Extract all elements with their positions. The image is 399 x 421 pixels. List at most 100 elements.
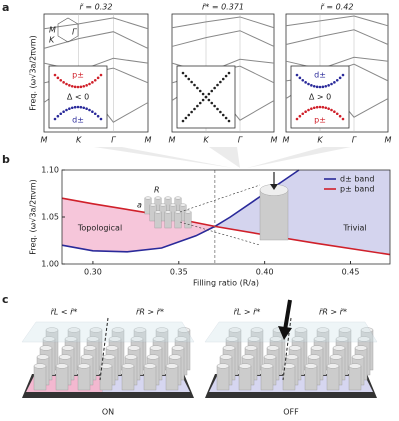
inset-dot [318, 85, 322, 89]
cylinder-top [144, 196, 152, 200]
cylinder-top [39, 345, 53, 351]
inset-dot [56, 114, 60, 118]
inset-dot [310, 107, 313, 110]
y-tick-label: 1.10 [41, 166, 59, 175]
inset-dot [321, 105, 325, 109]
inset-dot [295, 117, 299, 121]
cylinder-top [55, 363, 69, 369]
inset-dot [99, 73, 103, 77]
inset-dot [210, 89, 214, 93]
cylinder-top [282, 363, 296, 369]
cylinder-top [146, 354, 160, 360]
inset-dot [295, 73, 299, 77]
cylinder-top [133, 327, 147, 333]
inset-dot [330, 82, 333, 86]
cylinder-top [307, 354, 321, 360]
plot-frame [171, 13, 275, 133]
inset-dot [224, 74, 228, 78]
inset-dot [82, 106, 86, 110]
inset-frame [48, 65, 108, 129]
cylinder-body [348, 365, 362, 391]
inset-label: Δ > 0 [309, 93, 331, 102]
cylinder-top [102, 354, 116, 360]
inset-dot [88, 82, 91, 86]
plot-frame [43, 13, 149, 133]
cylinder-top [130, 336, 144, 342]
y-tick-label: 1.05 [41, 213, 59, 222]
cylinder-body [304, 365, 318, 391]
cylinder-top [285, 354, 299, 360]
cylinder-top [225, 336, 239, 342]
panel-label: b [2, 153, 10, 166]
cylinder-body [216, 365, 230, 391]
cylinder-top [121, 363, 135, 369]
cylinder-body [55, 365, 69, 391]
inset [176, 65, 236, 129]
x-tick-label: M [169, 136, 176, 145]
cylinder-top [149, 345, 163, 351]
cylinder-top [155, 327, 169, 333]
inset-dot [70, 106, 74, 110]
inset-dot [338, 114, 342, 118]
inset-dot [219, 80, 222, 84]
inset-label: p± [314, 116, 326, 125]
cylinder-top [348, 363, 362, 369]
panel-title: r̃* = 0.371 [202, 3, 244, 12]
inset-dot [79, 105, 83, 109]
condition-label: r̃R > r̃* [136, 308, 164, 317]
inset-dot [59, 78, 63, 82]
inset-dot [216, 83, 219, 87]
x-tick-label: 0.45 [342, 268, 360, 277]
cylinder-top [64, 336, 78, 342]
inset: p± Δ < 0 d± [48, 65, 108, 129]
cylinder-top [86, 336, 100, 342]
cylinder-top [184, 210, 192, 214]
inset-dot [310, 84, 313, 87]
inset-dot [335, 78, 339, 82]
x-tick-label: M [271, 136, 278, 145]
cylinder-top [164, 196, 172, 200]
x-tick-label: K [317, 136, 323, 145]
cylinder-body [154, 211, 162, 229]
inset-dot [181, 119, 185, 123]
inset-dot [53, 73, 57, 77]
inset-dot [53, 117, 57, 121]
cylinder-top [154, 210, 162, 214]
cylinder-body [164, 211, 172, 229]
x-tick-label: 0.35 [170, 268, 188, 277]
inset-dot [335, 112, 339, 116]
x-tick-label: M [283, 136, 290, 145]
inset-dot [312, 106, 316, 110]
cylinder-top [99, 363, 113, 369]
cylinder-body [165, 365, 179, 391]
cylinder-top [332, 345, 346, 351]
x-tick-label: Γ [111, 136, 116, 145]
cylinder-top [238, 363, 252, 369]
inset-label: Δ < 0 [67, 93, 89, 102]
inset: d± Δ > 0 p± [290, 65, 350, 129]
inset-dot [96, 76, 100, 80]
cylinder-top [61, 345, 75, 351]
panel-label: a [2, 1, 9, 14]
inset-dot [196, 86, 199, 90]
x-axis-label: Filling ratio (R/a) [193, 279, 259, 288]
cylinder-body [238, 365, 252, 391]
x-tick-label: M [145, 136, 152, 145]
cylinder-top [357, 336, 371, 342]
cylinder-body [77, 365, 91, 391]
inset-dot [85, 107, 88, 110]
cylinder-top [304, 363, 318, 369]
y-tick-label: 1.00 [41, 260, 59, 269]
condition-label: r̃L > r̃* [234, 308, 261, 317]
cylinder-top [89, 327, 103, 333]
cylinder-top [354, 345, 368, 351]
cylinder-top [260, 363, 274, 369]
inset-dot [198, 89, 202, 93]
cylinder-top [174, 196, 182, 200]
band-line [43, 31, 149, 49]
inset-dot [65, 82, 68, 86]
cylinder-top [241, 354, 255, 360]
inset-dot [187, 113, 191, 117]
inset-dot [93, 112, 97, 116]
inset-dot [301, 78, 305, 82]
